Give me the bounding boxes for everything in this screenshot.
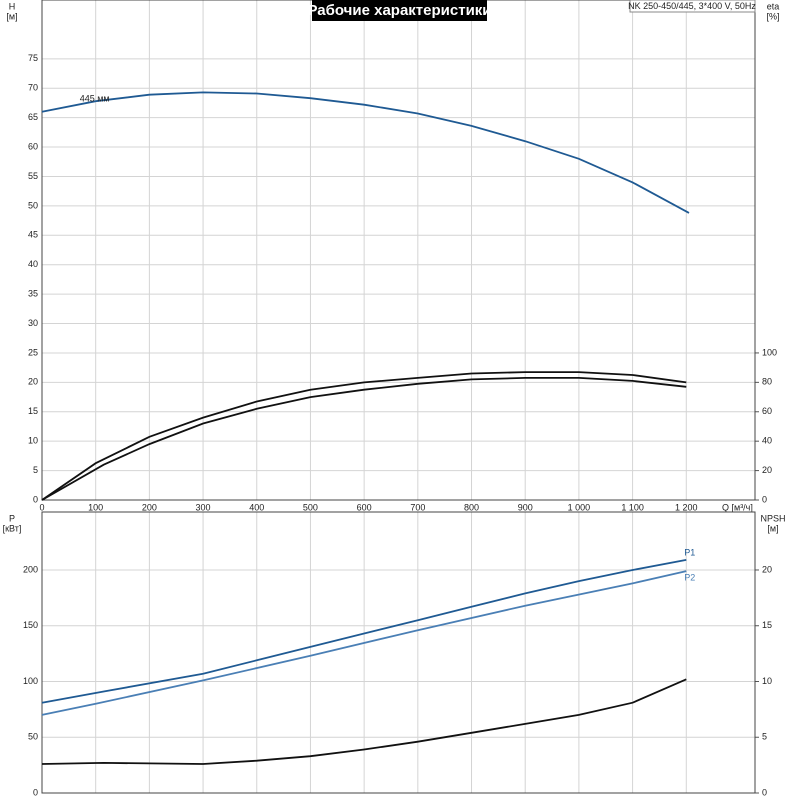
y2-axis-label: eta bbox=[767, 1, 780, 11]
x-tick-label: 700 bbox=[410, 502, 425, 512]
y2-tick-label: 20 bbox=[762, 465, 772, 475]
y2-tick-label: 60 bbox=[762, 406, 772, 416]
x-tick-label: 500 bbox=[303, 502, 318, 512]
x-tick-label: 800 bbox=[464, 502, 479, 512]
y-axis-label: P bbox=[9, 513, 15, 523]
y-axis-label: H bbox=[9, 1, 16, 11]
y-tick-label: 200 bbox=[23, 564, 38, 574]
y2-tick-label: 40 bbox=[762, 436, 772, 446]
y2-tick-label: 100 bbox=[762, 347, 777, 357]
y-tick-label: 55 bbox=[28, 171, 38, 181]
y2-tick-label: 80 bbox=[762, 377, 772, 387]
y-tick-label: 45 bbox=[28, 230, 38, 240]
y-tick-label: 75 bbox=[28, 53, 38, 63]
x-tick-label: 0 bbox=[39, 502, 44, 512]
info-box bbox=[629, 0, 756, 13]
y-axis-label: [м] bbox=[6, 11, 17, 21]
x-tick-label: 600 bbox=[357, 502, 372, 512]
x-tick-label: 100 bbox=[88, 502, 103, 512]
y-tick-label: 35 bbox=[28, 288, 38, 298]
x-tick-label: 1 100 bbox=[621, 502, 644, 512]
y-tick-label: 10 bbox=[28, 436, 38, 446]
y-tick-label: 0 bbox=[33, 787, 38, 797]
y-tick-label: 50 bbox=[28, 200, 38, 210]
y2-tick-label: 15 bbox=[762, 620, 772, 630]
curve-label: 445 мм bbox=[80, 94, 110, 104]
curve-label: P2 bbox=[684, 572, 695, 582]
y2-tick-label: 0 bbox=[762, 787, 767, 797]
x-axis-label: Q [м³/ч] bbox=[722, 502, 753, 512]
plot-frame bbox=[41, 511, 756, 794]
y-tick-label: 25 bbox=[28, 347, 38, 357]
y2-axis-label: [%] bbox=[766, 11, 779, 21]
title-box bbox=[312, 0, 487, 21]
y-tick-label: 0 bbox=[33, 494, 38, 504]
y-tick-label: 15 bbox=[28, 406, 38, 416]
curve bbox=[41, 91, 690, 214]
y2-axis-label: [м] bbox=[767, 523, 778, 533]
y-tick-label: 5 bbox=[33, 465, 38, 475]
x-tick-label: 1 200 bbox=[675, 502, 698, 512]
y-tick-label: 150 bbox=[23, 620, 38, 630]
y-tick-label: 70 bbox=[28, 83, 38, 93]
x-tick-label: 400 bbox=[249, 502, 264, 512]
plot-frame bbox=[41, 0, 756, 501]
x-tick-label: 200 bbox=[142, 502, 157, 512]
curve bbox=[41, 678, 687, 765]
y-tick-label: 20 bbox=[28, 377, 38, 387]
curve-label: P1 bbox=[684, 547, 695, 557]
y2-tick-label: 20 bbox=[762, 564, 772, 574]
y-tick-label: 30 bbox=[28, 318, 38, 328]
x-tick-label: 900 bbox=[518, 502, 533, 512]
y-tick-label: 100 bbox=[23, 676, 38, 686]
y-tick-label: 50 bbox=[28, 732, 38, 742]
curve bbox=[41, 371, 687, 501]
y2-tick-label: 0 bbox=[762, 494, 767, 504]
y-tick-label: 40 bbox=[28, 259, 38, 269]
curve bbox=[41, 570, 687, 716]
y2-tick-label: 10 bbox=[762, 676, 772, 686]
chart-subtitle: NK 250-450/445, 3*400 V, 50Hz bbox=[628, 1, 756, 11]
chart-title: Рабочие характеристики bbox=[307, 2, 491, 19]
x-tick-label: 1 000 bbox=[568, 502, 591, 512]
curve bbox=[41, 559, 687, 704]
y-axis-label: [кВт] bbox=[3, 523, 22, 533]
x-tick-label: 300 bbox=[196, 502, 211, 512]
y2-axis-label: NPSH bbox=[760, 513, 785, 523]
y-tick-label: 60 bbox=[28, 141, 38, 151]
y-tick-label: 65 bbox=[28, 112, 38, 122]
y2-tick-label: 5 bbox=[762, 732, 767, 742]
curve bbox=[41, 377, 687, 501]
